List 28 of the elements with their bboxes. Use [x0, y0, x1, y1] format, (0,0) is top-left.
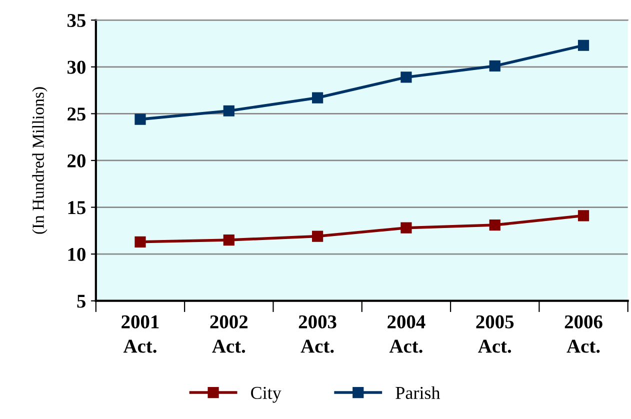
y-tick-label: 35	[67, 14, 86, 28]
x-tick-label: 2005 Act.	[476, 315, 514, 353]
x-tick-label: 2004 Act.	[388, 315, 426, 353]
point	[489, 219, 500, 231]
point	[134, 236, 146, 248]
legend-label: City	[251, 386, 282, 403]
point	[400, 222, 412, 234]
y-tick-label: 25	[68, 108, 86, 121]
y-axis-title: (In Hundred Millions)	[32, 87, 48, 234]
point	[400, 72, 412, 83]
y-tick-label: 5	[77, 294, 86, 308]
x-tick-label: 2002 Act.	[210, 315, 248, 353]
legend-label: Parish	[396, 386, 440, 400]
point	[223, 234, 234, 246]
point	[312, 92, 324, 104]
y-tick-label: 15	[68, 201, 86, 214]
y-tick-label: 20	[68, 154, 86, 168]
point	[134, 114, 146, 125]
point	[578, 40, 590, 51]
y-tick-label: 30	[67, 60, 86, 74]
x-tick-label: 2001 Act.	[122, 315, 159, 353]
point	[223, 105, 234, 116]
y-tick-label: 10	[68, 248, 86, 261]
point	[578, 210, 590, 222]
x-tick-label: 2006 Act.	[564, 315, 602, 353]
point	[489, 60, 500, 72]
point	[312, 230, 324, 242]
x-tick-label: 2003 Act.	[298, 315, 336, 353]
